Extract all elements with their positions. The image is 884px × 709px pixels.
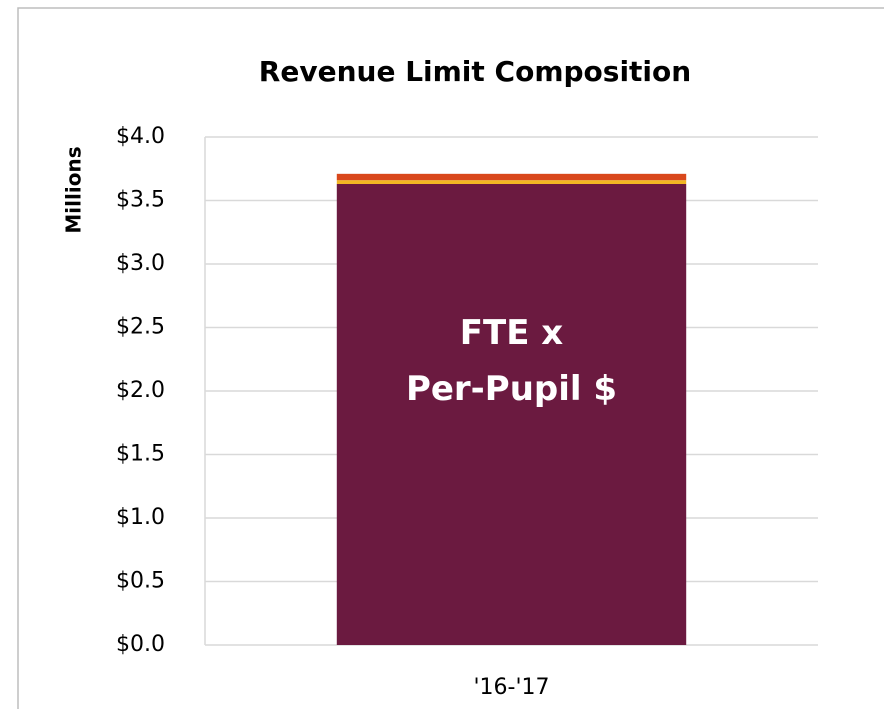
segment-label: FTE x [460,313,563,353]
y-tick-label: $1.0 [116,505,165,530]
y-tick-label: $0.5 [116,569,165,594]
y-tick-label: $3.0 [116,251,165,276]
bar-segment [336,180,687,184]
bar-segment [336,183,687,646]
y-tick-label: $2.0 [116,378,165,403]
y-tick-label: $2.5 [116,315,165,340]
y-tick-label: $1.5 [116,442,165,467]
y-tick-label: $0.0 [116,632,165,657]
y-tick-label: $4.0 [116,124,165,149]
chart-title: Revenue Limit Composition [259,55,691,88]
bar-segment [336,173,687,181]
segment-label: Per-Pupil $ [406,369,617,409]
y-axis-label: Millions [62,146,86,233]
y-tick-label: $3.5 [116,188,165,213]
x-tick-label: '16-'17 [473,675,549,700]
